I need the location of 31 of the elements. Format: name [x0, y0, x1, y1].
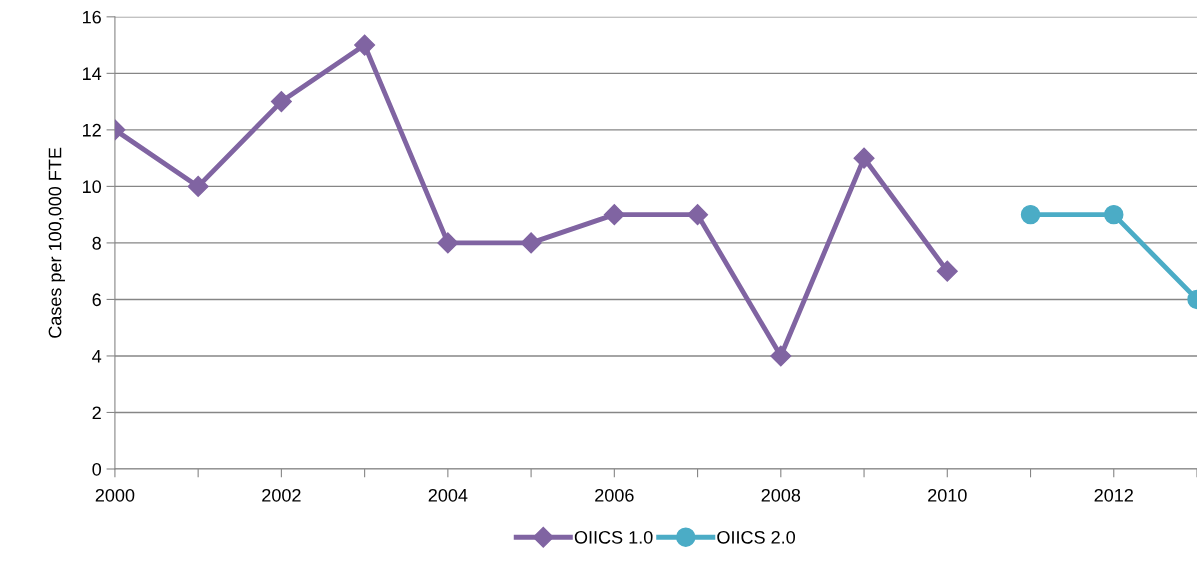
x-tick-label: 2000 — [95, 488, 135, 502]
legend-label: OIICS 1.0 — [574, 530, 653, 544]
point — [603, 204, 625, 226]
point — [687, 204, 709, 226]
point — [270, 91, 292, 113]
y-tick-label: 10 — [83, 180, 102, 194]
point — [1104, 204, 1124, 225]
point — [770, 345, 792, 367]
y-tick-label: 16 — [83, 10, 101, 24]
point — [936, 260, 958, 282]
point — [437, 232, 459, 254]
point — [520, 232, 542, 254]
legend-label: OIICS 2.0 — [717, 530, 796, 544]
y-tick-label: 14 — [83, 67, 102, 80]
x-tick-label: 2002 — [262, 488, 301, 502]
x-tick-label: 2008 — [761, 488, 801, 502]
point — [187, 175, 209, 197]
y-axis-title: Cases per 100,000 FTE — [48, 147, 65, 338]
point — [1020, 204, 1041, 225]
x-tick-label: 2012 — [1094, 488, 1133, 502]
point — [354, 34, 376, 56]
y-tick-label: 12 — [83, 123, 101, 137]
y-tick-label: 4 — [92, 350, 102, 363]
y-tick-label: 8 — [92, 236, 101, 250]
x-tick-label: 2006 — [595, 488, 634, 502]
y-tick-label: 6 — [92, 293, 101, 307]
point — [853, 147, 875, 169]
y-tick-label: 0 — [92, 462, 102, 476]
y-tick-label: 2 — [92, 406, 101, 420]
x-tick-label: 2010 — [928, 488, 967, 502]
x-tick-label: 2004 — [428, 488, 468, 502]
